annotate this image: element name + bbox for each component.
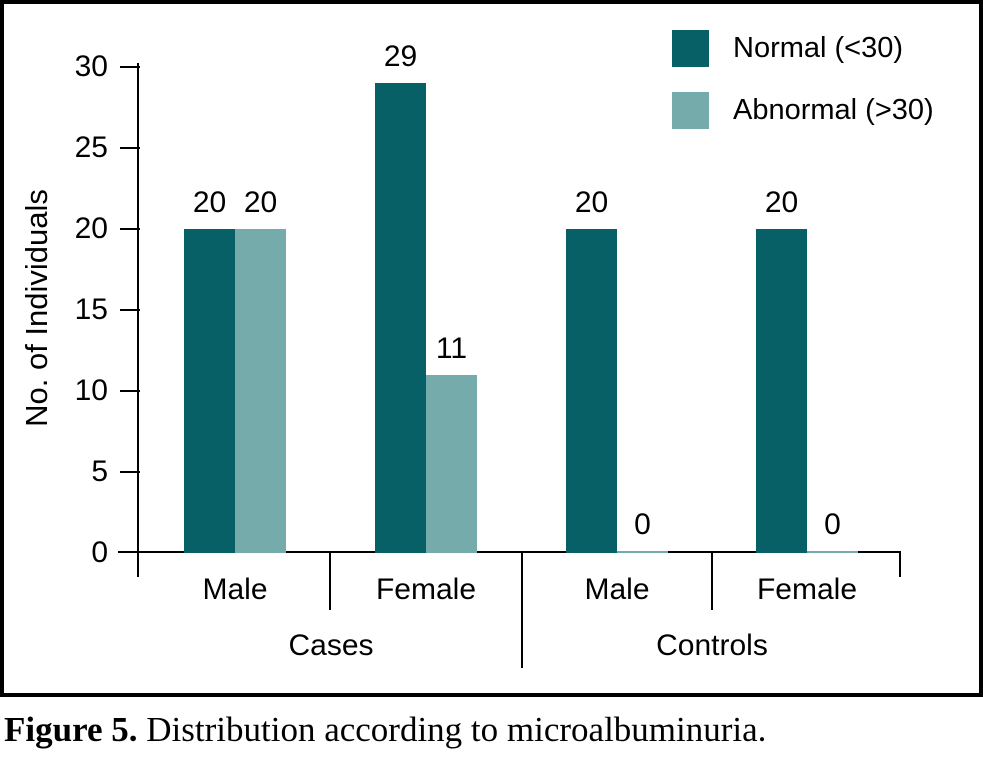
bar <box>426 374 477 553</box>
y-tick-label: 0 <box>91 536 108 569</box>
category-tick <box>329 553 331 610</box>
category-label: Female <box>375 573 477 606</box>
legend-label: Normal (<30) <box>733 31 904 64</box>
bar <box>807 551 858 553</box>
bar <box>184 229 235 553</box>
bar <box>375 83 426 553</box>
y-tick-label: 10 <box>74 374 108 407</box>
bar <box>617 551 668 553</box>
group-label: Cases <box>288 629 374 662</box>
bar-value-label: 29 <box>383 40 418 74</box>
y-tick-label: 15 <box>74 293 108 326</box>
figure-caption: Figure 5. Distribution according to micr… <box>4 706 979 754</box>
category-tick <box>521 553 523 668</box>
y-tick <box>120 147 140 149</box>
category-tick <box>899 551 901 577</box>
y-tick <box>120 471 140 473</box>
y-tick <box>120 66 140 68</box>
y-tick-label: 25 <box>74 131 108 164</box>
legend-swatch <box>672 91 709 129</box>
bar-chart: 0 5 10 15 20 25 30 20 29 20 20 20 11 0 0 Male Female Male… <box>74 40 901 668</box>
legend-item: Normal (<30) <box>672 28 903 68</box>
y-tick-label: 5 <box>91 455 108 488</box>
bar-value-label: 0 <box>634 508 651 541</box>
caption-text: Distribution according to microalbuminur… <box>137 710 767 749</box>
bar-value-label: 20 <box>764 186 799 219</box>
y-tick <box>120 309 140 311</box>
group-label: Controls <box>656 629 768 662</box>
y-tick-label: 20 <box>74 212 108 245</box>
y-tick-label: 30 <box>74 50 108 83</box>
category-label: Male <box>584 573 650 606</box>
bar-value-label: 11 <box>435 331 468 365</box>
bar <box>756 229 807 553</box>
chart-frame <box>0 0 983 697</box>
bar-value-label: 0 <box>824 508 841 541</box>
bar <box>235 229 286 553</box>
legend-item: Abnormal (>30) <box>672 90 934 130</box>
x-axis-line <box>118 551 901 553</box>
bar <box>566 229 617 553</box>
category-tick <box>711 553 713 610</box>
y-tick <box>120 228 140 230</box>
legend-swatch <box>672 29 709 67</box>
category-label: Female <box>756 573 858 606</box>
bar-value-label: 20 <box>574 186 609 219</box>
legend-label: Abnormal (>30) <box>733 93 934 126</box>
bar-value-label: 20 <box>192 186 227 219</box>
bar-value-label: 20 <box>243 186 278 219</box>
caption-figure-number: Figure 5. <box>4 710 138 749</box>
category-label: Male <box>202 573 268 606</box>
y-tick <box>120 390 140 392</box>
y-axis-line <box>137 63 139 577</box>
y-axis-title: No. of Individuals <box>19 189 54 427</box>
